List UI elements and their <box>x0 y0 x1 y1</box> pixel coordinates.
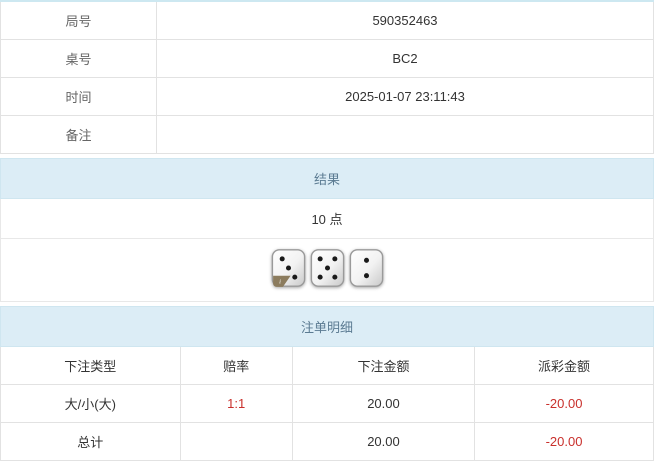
svg-text:i: i <box>279 278 281 285</box>
